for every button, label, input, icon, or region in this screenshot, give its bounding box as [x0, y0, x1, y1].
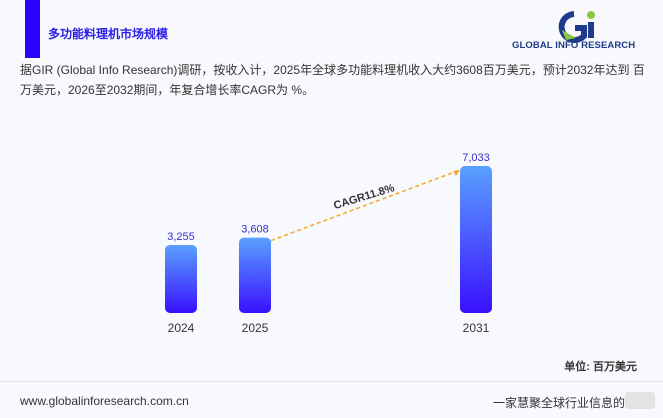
footer-divider	[0, 381, 663, 382]
x-tick-label: 2025	[242, 321, 269, 335]
cagr-line	[270, 169, 461, 242]
x-tick-label: 2024	[168, 321, 195, 335]
unit-label: 单位: 百万美元	[564, 361, 637, 373]
cagr-annotation: CAGR11.8%	[332, 182, 396, 212]
logo-text: GLOBAL INFO RESEARCH	[512, 40, 636, 51]
x-tick-label: 2031	[463, 321, 490, 335]
bar-2025	[239, 237, 271, 313]
bar-2024	[165, 244, 197, 313]
value-label: 3,608	[241, 224, 269, 236]
title-accent-bar	[25, 0, 40, 58]
description: 据GIR (Global Info Research)调研，按收入计，2025年…	[20, 63, 645, 97]
cagr-arrowhead	[453, 170, 460, 176]
value-label: 3,255	[167, 231, 195, 243]
slogan: 一家慧聚全球行业信息的	[492, 396, 625, 410]
value-label: 7,033	[462, 152, 490, 164]
website-link[interactable]: www.globalinforesearch.com.cn	[20, 394, 189, 408]
watermark-badge	[625, 392, 655, 409]
bar-2031	[460, 166, 492, 313]
bar-chart: 3,255 2024 3,608 2025 7,033 2031 CAGR11.8%	[165, 152, 492, 335]
gir-logo	[558, 11, 595, 43]
page-title: 多功能料理机市场规模	[48, 27, 169, 41]
